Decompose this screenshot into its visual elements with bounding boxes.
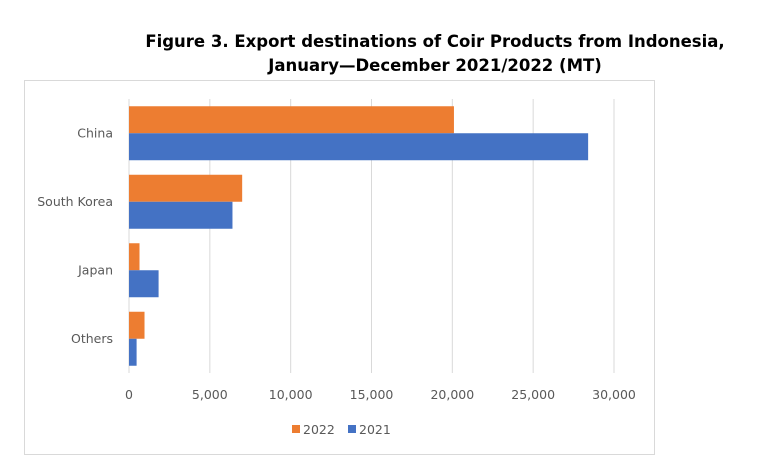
bar-2021-japan (129, 270, 159, 298)
chart-title-line-1: Figure 3. Export destinations of Coir Pr… (145, 32, 725, 51)
bar-2021-others (129, 338, 137, 366)
x-tick-label: 15,000 (350, 387, 394, 402)
bar-2021-china (129, 133, 589, 161)
x-tick-label: 0 (125, 387, 133, 402)
chart-area (24, 80, 655, 455)
x-tick-label: 5,000 (192, 387, 228, 402)
chart-title: Figure 3. Export destinations of Coir Pr… (130, 30, 740, 78)
y-category-label: South Korea (37, 194, 113, 209)
bar-2021-south-korea (129, 201, 233, 229)
legend-swatch-2022 (292, 425, 300, 433)
y-category-label: Japan (77, 262, 113, 277)
x-tick-label: 30,000 (592, 387, 636, 402)
legend-label-2021: 2021 (359, 422, 391, 437)
legend-swatch-2021 (348, 425, 356, 433)
bar-2022-south-korea (129, 174, 243, 202)
x-tick-label: 10,000 (269, 387, 313, 402)
bar-2022-japan (129, 243, 140, 271)
x-tick-label: 20,000 (430, 387, 474, 402)
bar-2022-china (129, 106, 454, 134)
legend-label-2022: 2022 (303, 422, 335, 437)
y-category-label: China (77, 125, 113, 140)
chart-title-line-2: January—December 2021/2022 (MT) (268, 56, 602, 75)
y-category-label: Others (71, 331, 113, 346)
x-tick-label: 25,000 (511, 387, 555, 402)
bar-2022-others (129, 311, 145, 339)
